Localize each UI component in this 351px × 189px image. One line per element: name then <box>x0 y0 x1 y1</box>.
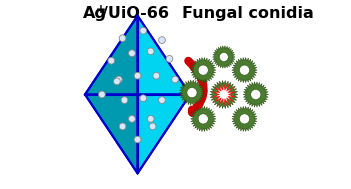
Circle shape <box>216 49 232 65</box>
Circle shape <box>198 65 208 75</box>
Polygon shape <box>191 57 216 83</box>
Polygon shape <box>232 106 257 132</box>
Polygon shape <box>179 80 205 105</box>
Text: Ag: Ag <box>83 6 107 21</box>
Circle shape <box>119 123 126 130</box>
Circle shape <box>134 72 141 79</box>
Text: +: + <box>95 3 105 15</box>
Circle shape <box>235 61 254 79</box>
Circle shape <box>219 53 229 61</box>
Circle shape <box>166 56 173 62</box>
Polygon shape <box>211 82 236 107</box>
Polygon shape <box>243 82 269 107</box>
Polygon shape <box>210 81 238 108</box>
Polygon shape <box>138 16 190 94</box>
Circle shape <box>128 50 135 57</box>
Polygon shape <box>216 86 232 103</box>
Circle shape <box>99 91 105 98</box>
Circle shape <box>147 48 154 55</box>
Circle shape <box>187 88 197 98</box>
Circle shape <box>172 76 178 83</box>
Circle shape <box>149 123 156 130</box>
Circle shape <box>134 136 141 143</box>
Circle shape <box>115 76 122 83</box>
Circle shape <box>113 78 120 85</box>
Circle shape <box>159 37 165 43</box>
Circle shape <box>235 110 254 128</box>
Polygon shape <box>232 57 257 83</box>
Circle shape <box>128 115 135 122</box>
FancyArrowPatch shape <box>188 61 204 113</box>
Circle shape <box>153 72 160 79</box>
Text: /UiO-66: /UiO-66 <box>102 6 169 21</box>
Circle shape <box>147 115 154 122</box>
Polygon shape <box>138 94 190 173</box>
Circle shape <box>213 84 234 105</box>
Polygon shape <box>191 106 216 132</box>
Polygon shape <box>85 16 138 94</box>
Circle shape <box>183 83 201 102</box>
Circle shape <box>159 97 165 104</box>
Circle shape <box>218 89 230 100</box>
Circle shape <box>140 27 147 34</box>
Circle shape <box>108 57 115 64</box>
Circle shape <box>246 85 265 104</box>
Text: Fungal conidia: Fungal conidia <box>182 6 313 21</box>
Polygon shape <box>213 46 235 68</box>
Circle shape <box>121 97 128 104</box>
Circle shape <box>119 35 126 42</box>
Circle shape <box>251 89 261 100</box>
Circle shape <box>194 110 212 128</box>
Circle shape <box>198 114 208 124</box>
Polygon shape <box>85 94 138 173</box>
Circle shape <box>194 61 212 79</box>
Circle shape <box>239 114 250 124</box>
Circle shape <box>239 65 250 75</box>
Circle shape <box>140 95 147 102</box>
